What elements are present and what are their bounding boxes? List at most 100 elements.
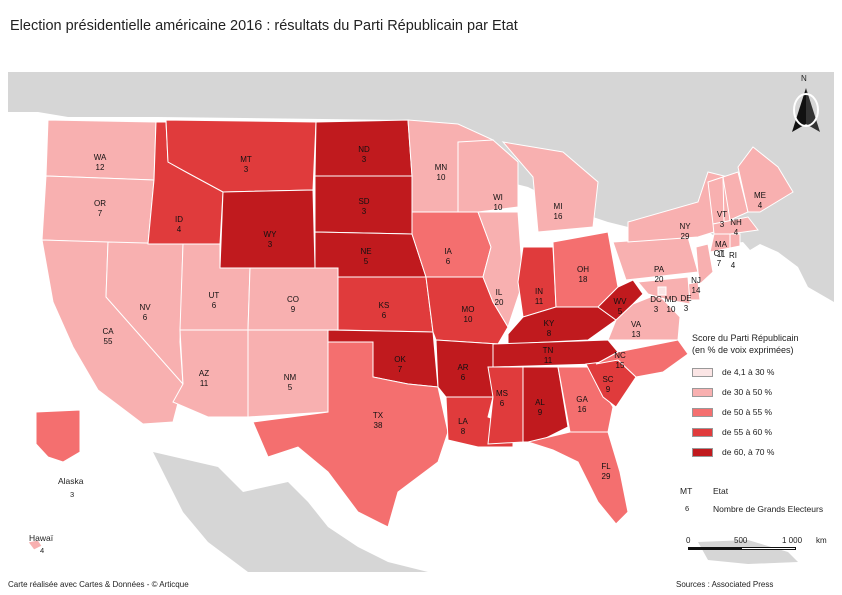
legend-item: de 30 à 50 %	[692, 382, 832, 402]
key-num-example: 6	[685, 504, 690, 513]
state-votes: 16	[554, 212, 563, 221]
state-abbr: UT	[209, 291, 220, 300]
state-votes: 5	[288, 383, 293, 392]
state-votes: 10	[437, 173, 446, 182]
state-il	[477, 211, 524, 329]
state-abbr: DE	[680, 294, 691, 303]
state-abbr: KY	[544, 319, 555, 328]
state-abbr: AR	[457, 363, 468, 372]
scale-mid: 500	[734, 536, 748, 545]
north-arrow-icon	[792, 88, 820, 132]
state-votes: 20	[655, 275, 664, 284]
us-map: WA12OR7CA55NV6ID4MT3WY3UT6CO9AZ11NM5ND3S…	[8, 72, 834, 572]
state-abbr: KS	[379, 301, 390, 310]
legend-label: de 55 à 60 %	[722, 427, 773, 437]
state-abbr: VA	[631, 320, 642, 329]
legend-swatch	[692, 427, 713, 437]
state-votes: 11	[717, 250, 726, 259]
legend-title-line2: (en % de voix exprimées)	[692, 345, 794, 355]
state-votes: 3	[362, 155, 367, 164]
state-votes: 16	[578, 405, 587, 414]
state-nj	[695, 243, 714, 285]
state-abbr: IN	[535, 287, 543, 296]
state-abbr: NJ	[691, 276, 701, 285]
state-tx	[252, 341, 449, 528]
hawaii-votes: 4	[40, 546, 45, 555]
state-me	[737, 146, 794, 213]
state-votes: 5	[364, 257, 369, 266]
legend-item: de 60, à 70 %	[692, 442, 832, 462]
state-abbr: MD	[665, 295, 678, 304]
state-abbr: WY	[264, 230, 278, 239]
scale-zero: 0	[686, 536, 691, 545]
state-votes: 10	[494, 203, 503, 212]
state-ma	[712, 216, 759, 235]
scale-graphic	[688, 547, 796, 550]
map-frame: WA 12 OR 7 CA 55 NV 6 ID 4 MT 3 WY 3 UT 6 CO 9 AZ 11 NM 5 ND 3 S…	[8, 72, 834, 572]
state-abbr: MS	[496, 389, 508, 398]
state-votes: 29	[602, 472, 611, 481]
state-votes: 3	[268, 240, 273, 249]
state-abbr: NE	[360, 247, 371, 256]
key-num-meaning: Nombre de Grands Electeurs	[713, 504, 824, 514]
alaska-votes: 3	[70, 490, 75, 499]
legend-swatch	[692, 387, 713, 397]
key-abbr-meaning: Etat	[713, 486, 729, 496]
canada-land	[8, 72, 834, 302]
state-votes: 8	[461, 427, 466, 436]
state-ms	[487, 366, 524, 445]
legend-item: de 50 à 55 %	[692, 402, 832, 422]
state-abbr: TN	[543, 346, 554, 355]
state-abbr: WI	[493, 193, 503, 202]
state-abbr: CT	[714, 249, 725, 258]
state-abbr: AZ	[199, 369, 209, 378]
state-abbr: ID	[175, 215, 183, 224]
state-votes: 6	[382, 311, 387, 320]
state-votes: 6	[212, 301, 217, 310]
state-in	[517, 246, 557, 318]
north-letter: N	[801, 74, 807, 83]
legend-label: de 30 à 50 %	[722, 387, 773, 397]
state-abbr: IA	[444, 247, 452, 256]
alaska-name: Alaska	[58, 476, 84, 486]
scale-max: 1 000	[782, 536, 803, 545]
state-abbr: WA	[94, 153, 107, 162]
legend-item: de 55 à 60 %	[692, 422, 832, 442]
legend-item: de 4,1 à 30 %	[692, 362, 832, 382]
north-arrow: N	[790, 74, 826, 136]
state-votes: 38	[374, 421, 383, 430]
state-abbr: MN	[435, 163, 448, 172]
legend-label: de 50 à 55 %	[722, 407, 773, 417]
state-abbr: MA	[715, 240, 728, 249]
state-ia	[411, 211, 492, 278]
state-abbr: NC	[614, 351, 626, 360]
legend-swatch	[692, 447, 713, 457]
mexico-land	[153, 452, 428, 572]
state-dc	[657, 286, 667, 296]
state-abbr: LA	[458, 417, 468, 426]
state-abbr: CO	[287, 295, 299, 304]
state-votes: 9	[606, 385, 611, 394]
state-votes: 6	[500, 399, 505, 408]
state-ri	[729, 233, 741, 249]
state-votes: 4	[177, 225, 182, 234]
state-abbr: PA	[654, 265, 665, 274]
state-abbr: GA	[576, 395, 588, 404]
state-abbr: NH	[730, 218, 742, 227]
state-votes: 7	[98, 209, 103, 218]
state-mi	[501, 141, 599, 233]
state-abbr: NV	[139, 303, 151, 312]
state-abbr: NM	[284, 373, 297, 382]
state-abbr: ME	[754, 191, 766, 200]
legend: Score du Parti Républicain (en % de voix…	[692, 332, 832, 462]
legend-label: de 60, à 70 %	[722, 447, 775, 457]
state-abbr: MT	[240, 155, 252, 164]
state-abbr: IL	[496, 288, 503, 297]
state-abbr: CA	[102, 327, 114, 336]
state-votes: 3	[362, 207, 367, 216]
legend-swatch	[692, 367, 713, 377]
state-votes: 29	[681, 232, 690, 241]
state-votes: 11	[535, 297, 544, 306]
state-votes: 10	[464, 315, 473, 324]
state-votes: 5	[618, 307, 623, 316]
